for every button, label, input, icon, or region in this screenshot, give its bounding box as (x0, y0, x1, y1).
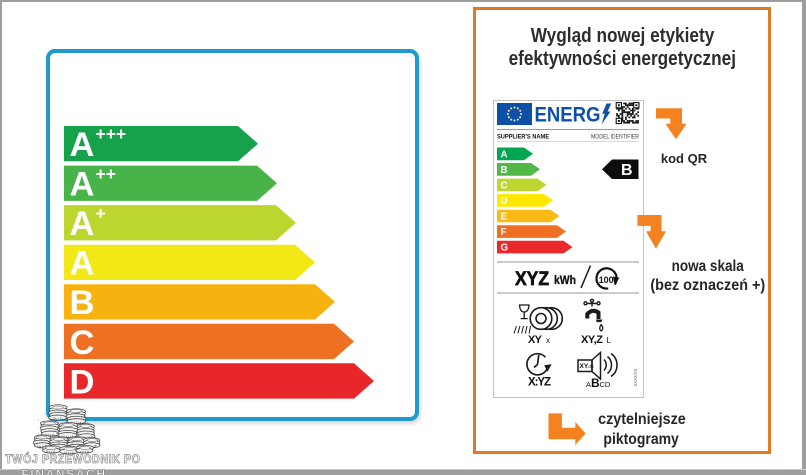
svg-text:A: A (586, 380, 591, 389)
svg-text:L: L (607, 336, 612, 345)
svg-text:X:YZ: X:YZ (528, 377, 551, 389)
svg-text:XY: XY (528, 334, 543, 346)
svg-text:A: A (70, 245, 95, 283)
svg-text:+++: +++ (96, 124, 127, 144)
svg-text:F: F (501, 227, 507, 238)
svg-text:XY,Z: XY,Z (581, 334, 603, 346)
svg-text:B: B (70, 284, 95, 322)
svg-text:C: C (70, 324, 95, 362)
svg-text:SUPPLIER'S NAME: SUPPLIER'S NAME (497, 134, 550, 141)
svg-text:A: A (70, 126, 95, 164)
svg-text:++: ++ (96, 164, 116, 184)
svg-text:CD: CD (600, 380, 611, 389)
svg-text:A: A (70, 166, 95, 204)
svg-text:B: B (591, 376, 600, 390)
svg-text:ENERG: ENERG (535, 103, 601, 127)
svg-text:A: A (70, 205, 95, 243)
svg-text:E: E (501, 212, 508, 223)
svg-text:D: D (70, 363, 95, 401)
svg-text:B: B (621, 162, 633, 179)
svg-text:100: 100 (599, 275, 614, 286)
svg-text:A: A (501, 149, 508, 160)
svg-text:G: G (501, 243, 509, 254)
svg-text:+: + (96, 203, 106, 223)
svg-text:x: x (546, 336, 550, 345)
svg-text:dB: dB (588, 364, 593, 369)
svg-text:XY: XY (580, 363, 589, 370)
svg-text:kWh: kWh (554, 275, 576, 287)
svg-text:MODEL IDENTIFIER: MODEL IDENTIFIER (591, 134, 639, 141)
svg-text:D: D (501, 196, 508, 207)
svg-text:B: B (501, 165, 508, 176)
svg-text:XYZ: XYZ (515, 269, 549, 290)
svg-text:C: C (501, 180, 508, 191)
svg-text:XXXX/XX: XXXX/XX (633, 368, 638, 386)
